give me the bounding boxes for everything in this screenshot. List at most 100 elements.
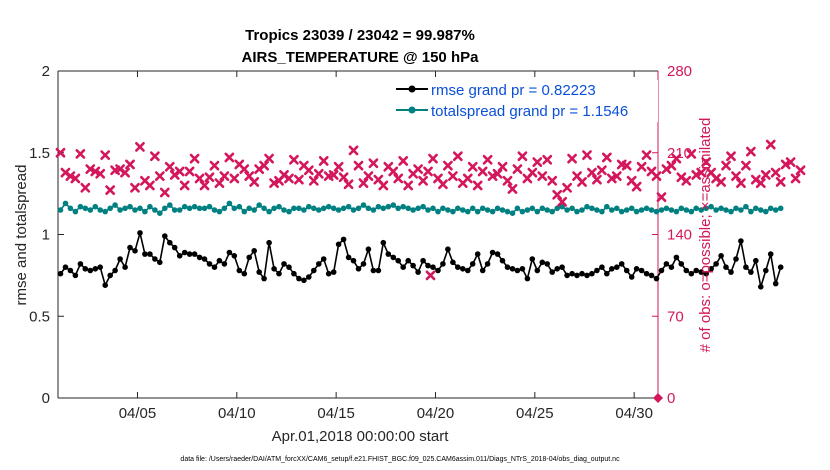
- obs-assimilated-marker: [775, 177, 786, 187]
- rmse-point: [673, 254, 680, 261]
- obs-assimilated-marker: [224, 152, 235, 163]
- rmse-point: [176, 253, 183, 259]
- rmse-point: [465, 267, 471, 274]
- rmse-point: [519, 266, 526, 272]
- y-right-tick-label: 280: [667, 63, 692, 80]
- obs-assimilated-marker: [577, 177, 587, 187]
- obs-assimilated-marker: [492, 168, 503, 179]
- rmse-point: [425, 262, 431, 269]
- rmse-point: [325, 270, 332, 277]
- obs-assimilated-marker: [199, 180, 210, 191]
- obs-assimilated-marker: [686, 149, 697, 159]
- rmse-point: [559, 264, 565, 271]
- obs-assimilated-marker: [423, 166, 433, 177]
- rmse-point: [92, 266, 99, 272]
- obs-assimilated-marker: [666, 160, 677, 171]
- obs-assimilated-marker: [318, 156, 329, 166]
- spread-point: [698, 207, 704, 213]
- spread-point: [455, 205, 461, 212]
- obs-assimilated-marker: [144, 180, 155, 191]
- obs-assimilated-marker: [636, 161, 647, 172]
- spread-point: [157, 210, 163, 216]
- rmse-point: [261, 275, 267, 282]
- rmse-point: [474, 251, 481, 257]
- obs-assimilated-marker: [606, 173, 617, 184]
- rmse-point: [534, 267, 541, 274]
- obs-assimilated-marker: [621, 160, 632, 171]
- obs-assimilated-marker: [765, 139, 776, 150]
- y-right-tick-label: 140: [667, 227, 692, 244]
- obs-assimilated-marker: [194, 173, 205, 184]
- rmse-point: [107, 272, 113, 279]
- obs-assimilated-marker: [130, 182, 140, 193]
- obs-assimilated-marker: [487, 171, 498, 182]
- obs-assimilated-marker: [770, 167, 781, 178]
- rmse-point: [271, 266, 277, 272]
- rmse-point: [529, 256, 536, 262]
- spread-point: [370, 207, 377, 213]
- spread-point: [524, 207, 531, 213]
- spread-point: [544, 207, 550, 213]
- rmse-point: [718, 253, 724, 259]
- spread-point: [658, 207, 665, 213]
- obs-assimilated-marker: [532, 157, 543, 167]
- spread-point: [231, 205, 238, 212]
- obs-assimilated-marker: [403, 180, 414, 191]
- spread-point: [450, 208, 456, 215]
- spread-point: [663, 205, 670, 212]
- spread-point: [246, 205, 252, 212]
- chart-subtitle: AIRS_TEMPERATURE @ 150 hPa: [242, 49, 480, 66]
- rmse-point: [479, 267, 486, 274]
- obs-assimilated-marker: [413, 164, 423, 174]
- spread-point: [559, 203, 565, 210]
- spread-point: [117, 207, 123, 213]
- legend-rmse-label: rmse grand pr = 0.82223: [431, 82, 596, 99]
- rmse-point: [574, 272, 580, 279]
- spread-point: [226, 200, 233, 207]
- spread-point: [618, 208, 625, 215]
- rmse-point: [678, 261, 685, 267]
- y-right-tick-label: 210: [667, 145, 692, 162]
- rmse-point: [514, 267, 521, 274]
- spread-point: [474, 208, 481, 215]
- obs-assimilated-marker: [443, 160, 453, 171]
- spread-point: [57, 207, 64, 213]
- rmse-point: [340, 236, 347, 243]
- rmse-point: [316, 261, 322, 267]
- obs-assimilated-marker: [219, 171, 230, 182]
- obs-assimilated-marker: [716, 177, 726, 187]
- spread-point: [678, 205, 685, 212]
- rmse-point: [723, 264, 729, 271]
- rmse-point: [614, 264, 620, 271]
- spread-point: [311, 205, 317, 212]
- rmse-point: [211, 264, 218, 271]
- spread-point: [296, 205, 302, 212]
- spread-point: [494, 205, 501, 212]
- rmse-point: [728, 269, 734, 275]
- rmse-point: [554, 266, 560, 272]
- obs-assimilated-marker: [179, 180, 190, 191]
- obs-assimilated-marker: [562, 182, 573, 193]
- obs-assimilated-marker: [398, 156, 409, 166]
- obs-assimilated-marker: [641, 150, 652, 160]
- obs-assimilated-marker: [497, 161, 508, 172]
- obs-assimilated-marker: [135, 142, 145, 152]
- spread-point: [306, 203, 312, 210]
- spread-point: [286, 208, 292, 215]
- obs-assimilated-marker: [527, 167, 538, 178]
- rmse-point: [440, 261, 446, 267]
- rmse-point: [469, 261, 476, 267]
- rmse-point: [653, 275, 660, 282]
- spread-point: [703, 205, 709, 212]
- spread-point: [62, 200, 69, 207]
- spread-point: [410, 207, 416, 213]
- spread-point: [340, 205, 347, 212]
- spread-point: [127, 203, 133, 210]
- rmse-point: [683, 267, 690, 274]
- spread-point: [589, 205, 595, 212]
- obs-assimilated-marker: [502, 175, 513, 186]
- obs-assimilated-marker: [125, 159, 135, 170]
- obs-assimilated-marker: [70, 173, 81, 184]
- spread-point: [97, 207, 103, 213]
- obs-assimilated-marker: [592, 174, 602, 185]
